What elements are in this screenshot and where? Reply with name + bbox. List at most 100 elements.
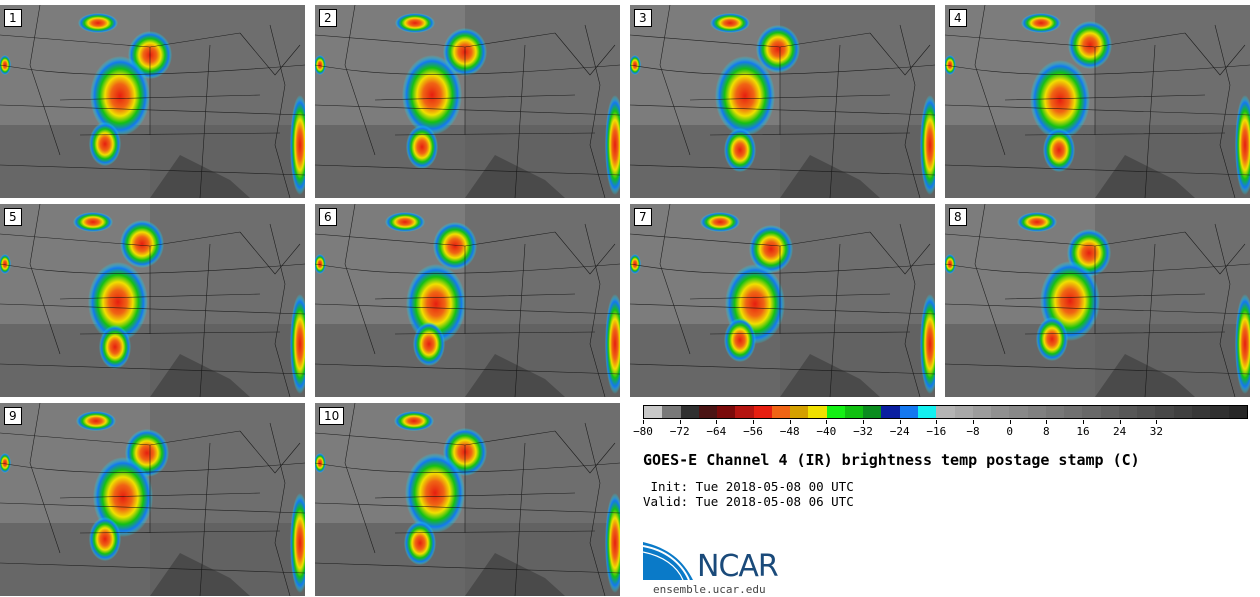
init-time: Init: Tue 2018-05-08 00 UTC	[643, 479, 854, 494]
colorbar-tick-mark	[753, 420, 754, 424]
colorbar-ticks: −80 −72 −64 −56 −48 −40 −32 −24 −16 −8 0 8 16 24 32	[633, 420, 1248, 444]
colorbar-tick-mark	[1156, 420, 1158, 424]
colorbar-segment	[1100, 406, 1119, 418]
ir-satellite-map	[630, 204, 935, 397]
figure-title: GOES-E Channel 4 (IR) brightness temp po…	[643, 451, 1140, 469]
colorbar-segment	[917, 406, 937, 418]
colorbar-tick-mark	[643, 420, 644, 424]
colorbar-segment	[735, 406, 754, 418]
colorbar-segment	[1137, 406, 1156, 418]
ir-satellite-map	[315, 403, 620, 596]
colorbar-tick-mark	[936, 420, 938, 424]
colorbar-segment	[844, 406, 864, 418]
colorbar-tick-label: −48	[779, 425, 800, 438]
postage-stamp-panel: 1	[0, 5, 305, 198]
ir-satellite-map	[945, 204, 1250, 397]
colorbar	[643, 405, 1248, 419]
colorbar-segment	[1118, 406, 1138, 418]
colorbar-tick-mark	[1009, 420, 1011, 424]
colorbar-segment	[753, 406, 772, 418]
colorbar-segment	[954, 406, 973, 418]
colorbar-tick-label: −80	[633, 425, 653, 438]
colorbar-tick-mark	[899, 420, 901, 424]
postage-stamp-panel: 6	[315, 204, 620, 397]
ir-satellite-map	[0, 403, 305, 596]
colorbar-tick-mark	[1083, 420, 1084, 424]
colorbar-segment	[1064, 406, 1083, 418]
panel-number-label: 1	[4, 9, 22, 27]
panel-number-label: 8	[949, 208, 967, 226]
ir-satellite-map	[630, 5, 935, 198]
colorbar-tick-label: 8	[1043, 425, 1050, 438]
postage-stamp-panel: 2	[315, 5, 620, 198]
colorbar-segment	[644, 406, 663, 418]
colorbar-segment	[899, 406, 918, 418]
panel-number-label: 6	[319, 208, 337, 226]
panel-number-label: 2	[319, 9, 337, 27]
postage-stamp-panel: 4	[945, 5, 1250, 198]
colorbar-segment	[881, 406, 900, 418]
panel-number-label: 3	[634, 9, 652, 27]
colorbar-segment	[1228, 406, 1247, 418]
colorbar-tick-mark	[973, 420, 974, 424]
colorbar-segment	[698, 406, 718, 418]
colorbar-segment	[1082, 406, 1101, 418]
ir-satellite-map	[945, 5, 1250, 198]
colorbar-tick-label: −24	[889, 425, 910, 438]
colorbar-tick-label: −40	[816, 425, 837, 438]
postage-stamp-panel: 5	[0, 204, 305, 397]
panel-number-label: 10	[319, 407, 345, 425]
colorbar-tick-mark	[679, 420, 681, 424]
ir-satellite-map	[315, 204, 620, 397]
colorbar-tick-mark	[1046, 420, 1048, 424]
panel-number-label: 5	[4, 208, 22, 226]
colorbar-tick-label: 0	[1006, 425, 1013, 438]
ncar-logo-icon	[643, 542, 693, 581]
colorbar-segment	[717, 406, 736, 418]
colorbar-segment	[1173, 406, 1192, 418]
colorbar-tick-label: −64	[706, 425, 727, 438]
ncar-logo-text: NCAR	[697, 549, 779, 584]
ir-satellite-map	[0, 204, 305, 397]
colorbar-segment	[771, 406, 791, 418]
colorbar-segment	[1009, 406, 1028, 418]
panel-number-label: 7	[634, 208, 652, 226]
colorbar-tick-label: −72	[669, 425, 690, 438]
ir-satellite-map	[315, 5, 620, 198]
postage-stamp-panel: 7	[630, 204, 935, 397]
colorbar-segment	[826, 406, 845, 418]
colorbar-tick-mark	[826, 420, 828, 424]
colorbar-segment	[991, 406, 1010, 418]
colorbar-segment	[680, 406, 699, 418]
colorbar-segment	[790, 406, 809, 418]
colorbar-segment	[972, 406, 992, 418]
colorbar-tick-mark	[789, 420, 791, 424]
colorbar-tick-label: −32	[853, 425, 873, 438]
postage-stamp-panel: 10	[315, 403, 620, 596]
postage-stamp-panel: 3	[630, 5, 935, 198]
colorbar-tick-label: −16	[926, 425, 947, 438]
postage-stamp-panel: 9	[0, 403, 305, 596]
colorbar-tick-label: 32	[1149, 425, 1163, 438]
colorbar-tick-label: 24	[1113, 425, 1127, 438]
panel-number-label: 4	[949, 9, 967, 27]
colorbar-tick-mark	[863, 420, 864, 424]
colorbar-tick-mark	[1119, 420, 1121, 424]
colorbar-segment	[808, 406, 827, 418]
colorbar-segment	[662, 406, 681, 418]
colorbar-segment	[863, 406, 882, 418]
valid-time: Valid: Tue 2018-05-08 06 UTC	[643, 494, 854, 509]
colorbar-tick-label: −8	[966, 425, 980, 438]
postage-stamp-panel: 8	[945, 204, 1250, 397]
panel-number-label: 9	[4, 407, 22, 425]
colorbar-segment	[1027, 406, 1046, 418]
colorbar-tick-label: −56	[743, 425, 763, 438]
colorbar-segment	[1155, 406, 1174, 418]
colorbar-segment	[936, 406, 955, 418]
colorbar-segment	[1210, 406, 1229, 418]
ensemble-url[interactable]: ensemble.ucar.edu	[653, 583, 766, 596]
colorbar-tick-mark	[716, 420, 718, 424]
colorbar-segment	[1045, 406, 1065, 418]
ir-satellite-map	[0, 5, 305, 198]
colorbar-segment	[1191, 406, 1211, 418]
